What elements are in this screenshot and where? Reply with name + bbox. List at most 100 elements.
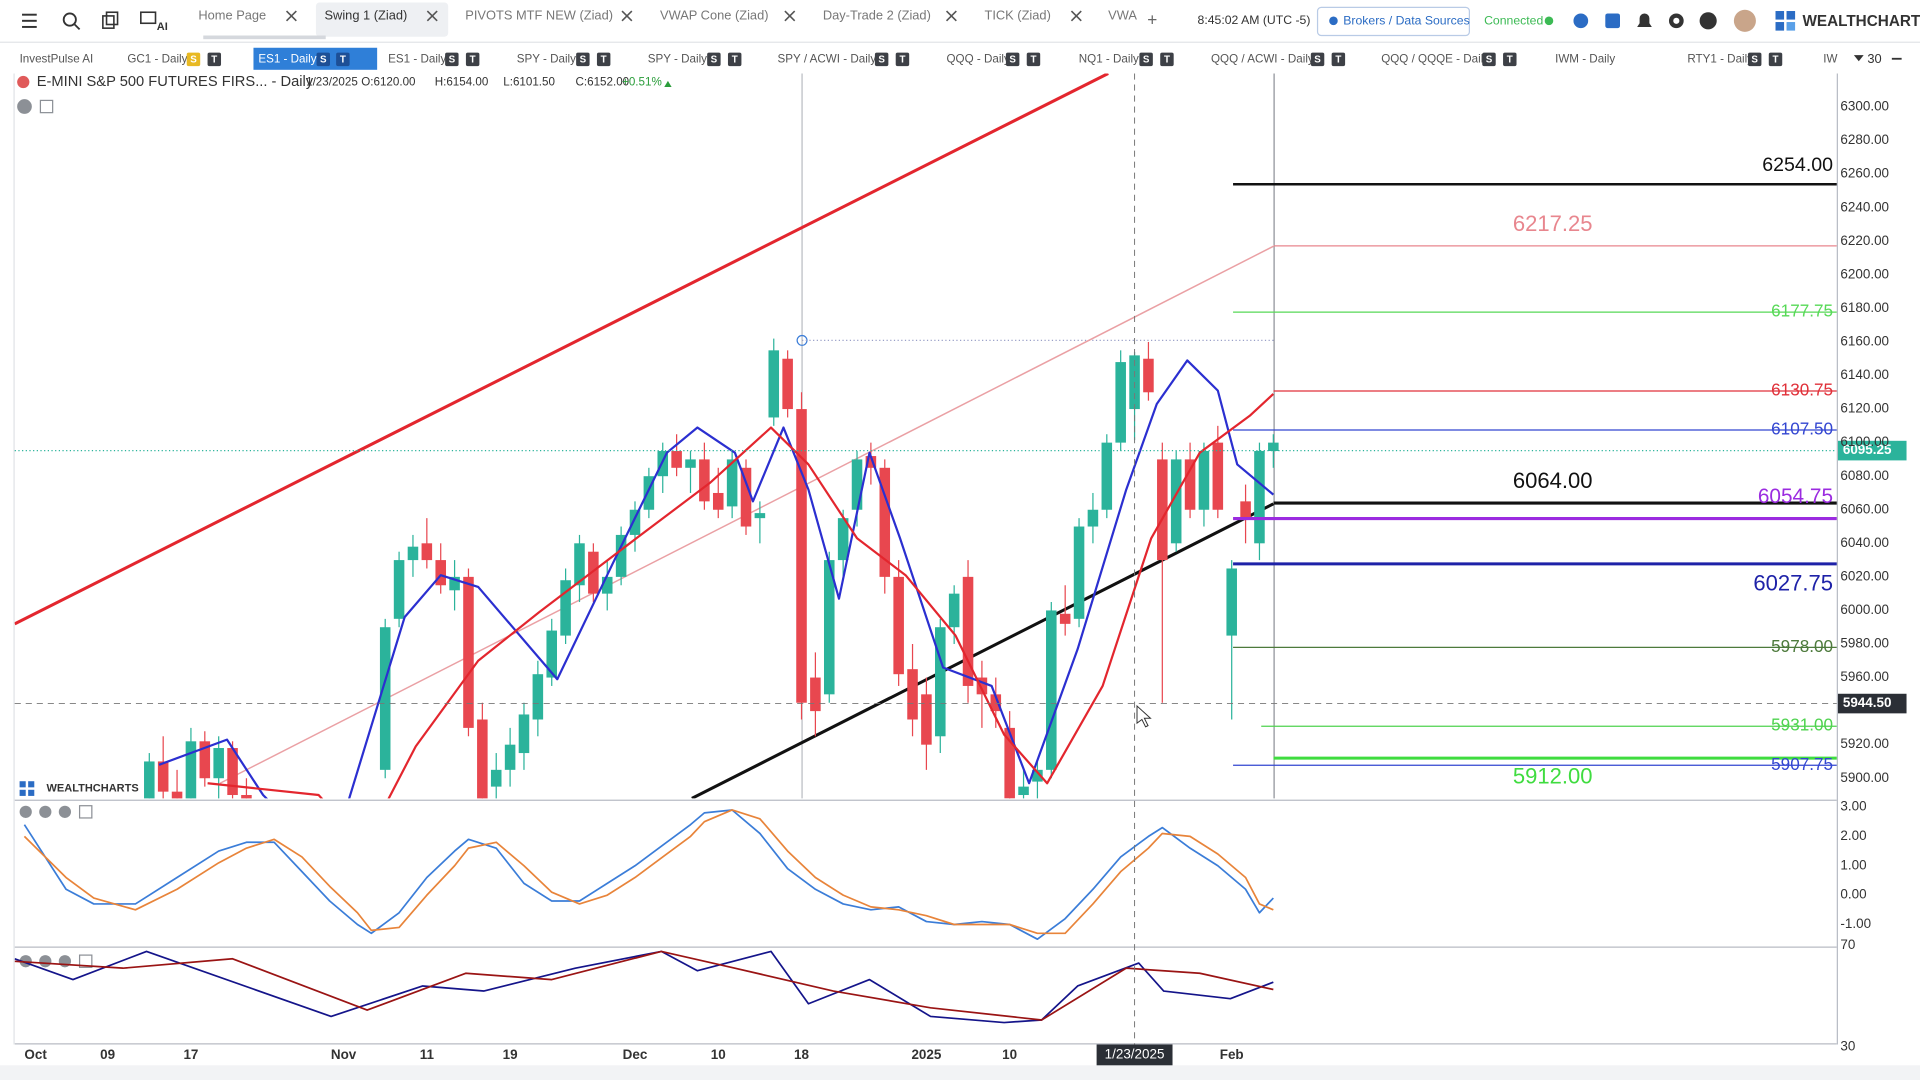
badge-label[interactable]: S	[1314, 55, 1321, 66]
candle-body	[449, 576, 460, 591]
ai-icon[interactable]	[140, 11, 157, 25]
tab-close[interactable]	[784, 10, 796, 22]
candle-body	[948, 593, 960, 628]
badge-label[interactable]: S	[1143, 55, 1150, 66]
watchlist-item[interactable]: NQ1 - Daily	[1079, 52, 1139, 65]
watchlist-item[interactable]: SPY - Daily	[648, 52, 707, 65]
level-label: 6254.00	[1762, 154, 1833, 176]
tab-close[interactable]	[621, 10, 633, 22]
badge-label[interactable]: S	[1486, 55, 1493, 66]
badge-label[interactable]: S	[320, 55, 327, 66]
status-dot	[1544, 16, 1554, 26]
save-icon[interactable]	[1605, 13, 1620, 29]
tab[interactable]: TICK (Ziad)	[984, 7, 1050, 22]
watchlist-item[interactable]: RTY1 - Daily	[1687, 52, 1753, 65]
candle-body	[1004, 727, 1015, 799]
badge	[707, 52, 721, 67]
tab-close[interactable]	[426, 10, 438, 22]
badge-label[interactable]: T	[470, 55, 476, 66]
candle-body	[699, 459, 710, 502]
avatar[interactable]	[1733, 9, 1756, 32]
expand-icon[interactable]	[39, 99, 54, 114]
badge-label[interactable]: S	[878, 55, 885, 66]
candle-body	[241, 795, 252, 799]
badge-label[interactable]: T	[899, 55, 905, 66]
candle-body	[685, 459, 696, 468]
watchlist-item[interactable]: ES1 - Daily	[388, 52, 446, 65]
tab[interactable]: Swing 1 (Ziad)	[324, 7, 407, 22]
menu-icon[interactable]	[22, 13, 37, 28]
candle-body	[712, 492, 724, 510]
candle-body	[1254, 451, 1265, 544]
watchlist-item[interactable]: QQQ / QQQE - Daily	[1381, 52, 1489, 65]
crosshair-price-tag	[1837, 693, 1907, 714]
indicator-controls[interactable]	[19, 805, 93, 819]
badge-label[interactable]: T	[340, 55, 346, 66]
bell-icon[interactable]	[1637, 13, 1652, 27]
candle-body	[893, 576, 904, 675]
ohlc-legend: +0.51%	[622, 76, 662, 89]
tab[interactable]: PIVOTS MTF NEW (Ziad)	[465, 7, 613, 22]
badge-label[interactable]: S	[580, 55, 587, 66]
badge-label[interactable]: S	[449, 55, 456, 66]
tab[interactable]: Day-Trade 2 (Ziad)	[823, 7, 931, 22]
tab[interactable]: VWAP Cone (Ziad)	[660, 7, 769, 22]
badge-label[interactable]: T	[211, 55, 217, 66]
badge-label[interactable]: T	[1507, 55, 1513, 66]
candle-body	[574, 543, 585, 586]
watchlist-item[interactable]: IW	[1823, 52, 1837, 65]
brokers-label[interactable]: Brokers / Data Sources	[1343, 14, 1469, 28]
badge-label[interactable]: S	[1009, 55, 1016, 66]
watchlist-item[interactable]: SPY - Daily	[517, 52, 576, 65]
tab-close[interactable]	[1070, 10, 1082, 22]
watchlist-item[interactable]: QQQ - Daily	[947, 52, 1010, 65]
candle-body	[1032, 769, 1043, 782]
y-tick-label: 6180.00	[1840, 300, 1889, 315]
crosshair-price-label: 5944.50	[1843, 695, 1892, 710]
x-tick-label: Nov	[331, 1047, 357, 1062]
tab-close[interactable]	[285, 10, 297, 22]
badge-label[interactable]: S	[190, 55, 197, 66]
badge-label[interactable]: T	[1335, 55, 1341, 66]
y-tick-label: 6060.00	[1840, 501, 1889, 516]
badge-label[interactable]: S	[1751, 55, 1758, 66]
watchlist-item[interactable]: IWM - Daily	[1555, 52, 1615, 65]
y-tick-label: 3.00	[1840, 799, 1866, 814]
badge-label[interactable]: T	[1030, 55, 1036, 66]
y-tick-label: 6140.00	[1840, 367, 1889, 382]
badge-label[interactable]: T	[1773, 55, 1779, 66]
tab[interactable]: VWA	[1108, 7, 1137, 22]
add-tab[interactable]: +	[1147, 9, 1157, 29]
candle-body	[588, 551, 599, 594]
watchlist-item[interactable]: QQQ / ACWI - Daily	[1211, 52, 1314, 65]
help-icon[interactable]	[1699, 12, 1717, 30]
y-tick-label: 0.00	[1840, 887, 1866, 902]
watchlist-item[interactable]: InvestPulse AI	[20, 52, 94, 65]
users-icon[interactable]	[1573, 13, 1589, 29]
watchlist-item[interactable]: ES1 - Daily	[258, 52, 316, 65]
badge-label[interactable]: T	[1164, 55, 1170, 66]
layouts-icon[interactable]	[102, 11, 119, 29]
candle-body	[463, 576, 474, 728]
watchlist-item[interactable]: SPY / ACWI - Daily	[778, 52, 877, 65]
badge-label[interactable]: S	[711, 55, 718, 66]
candle-body	[1046, 610, 1057, 770]
tab-close[interactable]	[945, 10, 957, 22]
brokers-button[interactable]	[1316, 6, 1471, 37]
tab[interactable]: Home Page	[198, 7, 266, 22]
search-icon[interactable]	[62, 12, 81, 31]
x-tick-label: Feb	[1220, 1047, 1244, 1062]
badge	[895, 52, 910, 67]
watchlist-item[interactable]: GC1 - Daily	[127, 52, 187, 65]
visibility-icon[interactable]	[17, 99, 32, 114]
badge-label[interactable]: T	[732, 55, 738, 66]
crosshair-date-tag	[1096, 1044, 1173, 1066]
badge	[596, 52, 611, 67]
badge-label[interactable]: T	[601, 55, 607, 66]
candle-body	[504, 744, 516, 770]
indicator-line	[23, 809, 1274, 941]
watchlist-dropdown[interactable]	[1853, 55, 1864, 62]
level-label: 5912.00	[1513, 764, 1593, 789]
level-label: 5907.75	[1771, 754, 1833, 774]
y-tick-label: 2.00	[1840, 828, 1866, 843]
